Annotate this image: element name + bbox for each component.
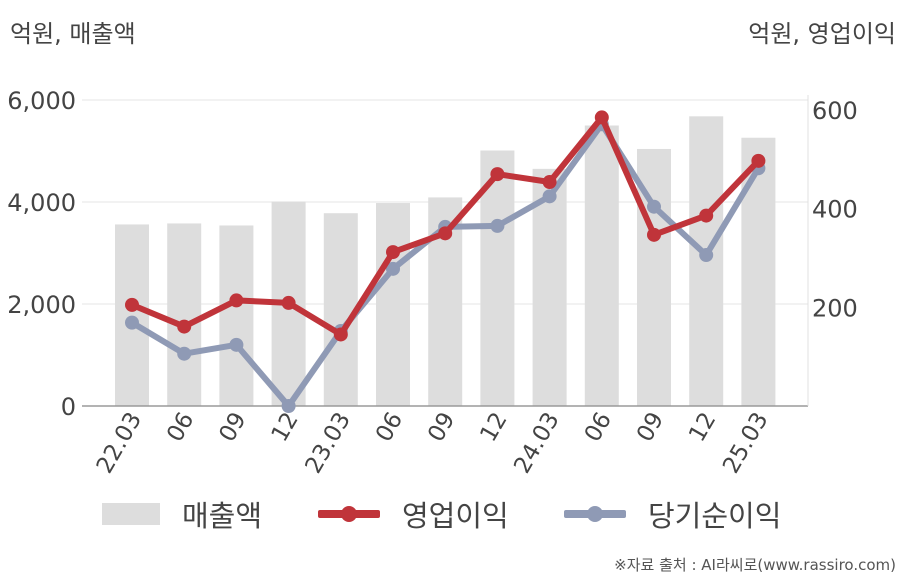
net-income-point xyxy=(699,248,714,263)
net-income-point xyxy=(125,315,139,330)
operating-profit-point xyxy=(438,226,453,241)
revenue-bar xyxy=(376,203,410,406)
legend-swatch-net-income xyxy=(564,503,626,525)
revenue-bar xyxy=(532,168,567,406)
legend-item-net-income: 당기순이익 xyxy=(564,494,781,534)
operating-profit-point xyxy=(699,208,714,223)
net-income-point xyxy=(386,261,400,276)
x-tick-label: 09 xyxy=(632,408,669,446)
right-tick-label: 400 xyxy=(812,196,858,224)
right-tick-label: 200 xyxy=(812,294,858,322)
x-tick-label: 06 xyxy=(162,408,199,446)
legend-item-revenue: 매출액 xyxy=(102,494,262,534)
revenue-bar xyxy=(219,225,254,406)
legend-swatch-operating-profit xyxy=(318,503,380,525)
x-tick-label: 24.03 xyxy=(509,408,564,478)
net-income-point xyxy=(542,189,557,204)
left-tick-label: 6,000 xyxy=(7,87,76,115)
operating-profit-point xyxy=(386,245,400,260)
source-credit: ※자료 출처 : AI라씨로(www.rassiro.com) xyxy=(614,556,896,574)
x-axis xyxy=(82,95,809,407)
x-tick-label: 06 xyxy=(580,408,617,446)
revenue-bar xyxy=(480,150,515,406)
operating-profit-point xyxy=(177,319,192,334)
operating-profit-point xyxy=(281,295,296,310)
operating-profit-point xyxy=(542,175,557,190)
left-axis-unit: 억원, 매출액 xyxy=(10,20,136,48)
right-tick-label: 600 xyxy=(812,97,858,125)
x-tick-label: 12 xyxy=(684,408,721,446)
x-tick-label: 22.03 xyxy=(92,408,147,478)
net-income-point xyxy=(229,337,244,352)
x-tick-label: 12 xyxy=(475,408,512,446)
x-tick-label: 25.03 xyxy=(718,408,773,478)
left-tick-label: 0 xyxy=(61,393,76,421)
operating-profit-point xyxy=(125,297,139,312)
legend-label-net-income: 당기순이익 xyxy=(648,499,782,533)
x-tick-label: 12 xyxy=(267,408,304,446)
legend-swatch-revenue xyxy=(102,503,160,525)
revenue-bar xyxy=(323,213,358,406)
net-income-point xyxy=(490,218,505,233)
left-tick-label: 4,000 xyxy=(7,189,76,217)
profit-lines xyxy=(125,110,766,413)
legend-label-operating-profit: 영업이익 xyxy=(402,499,509,533)
operating-profit-point xyxy=(751,153,766,168)
x-tick-label: 09 xyxy=(214,408,251,446)
operating-profit-point xyxy=(490,167,505,182)
operating-profit-point xyxy=(229,293,244,308)
operating-profit-point xyxy=(647,227,661,242)
operating-profit-point xyxy=(333,327,348,342)
revenue-bar xyxy=(167,223,202,406)
legend-label-revenue: 매출액 xyxy=(182,499,263,533)
x-tick-label: 06 xyxy=(371,408,408,446)
left-tick-label: 2,000 xyxy=(7,291,76,319)
revenue-bar xyxy=(115,224,149,406)
net-income-point xyxy=(177,346,192,361)
x-tick-label: 09 xyxy=(423,408,460,446)
legend-item-operating-profit: 영업이익 xyxy=(318,494,509,534)
x-tick-label: 23.03 xyxy=(301,408,356,478)
net-income-point xyxy=(647,199,661,214)
revenue-bars xyxy=(115,116,776,407)
operating-profit-point xyxy=(594,110,609,125)
revenue-bar xyxy=(584,125,619,406)
right-axis-unit: 억원, 영업이익 xyxy=(748,20,896,48)
revenue-bar xyxy=(741,137,776,407)
net-income-point xyxy=(281,399,296,413)
